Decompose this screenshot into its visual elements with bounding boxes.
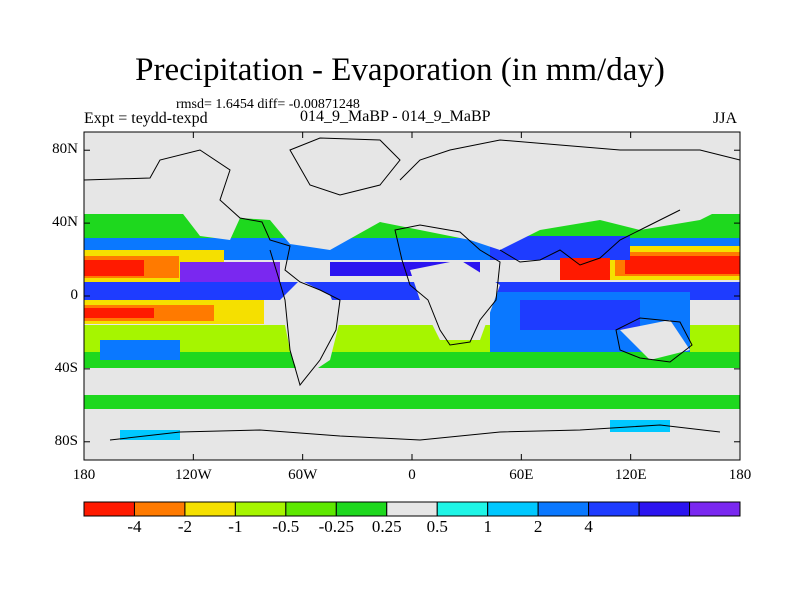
- field-south-pacific-red: [84, 308, 154, 318]
- field-africa: [410, 260, 500, 340]
- colorbar-label: -1: [228, 517, 243, 536]
- field-west-pacific-red: [84, 260, 144, 276]
- y-tick-label: 0: [70, 287, 79, 303]
- colorbar-swatch: [638, 501, 691, 517]
- colorbar-swatch: [184, 501, 236, 517]
- field-south-pacific-blue: [100, 340, 180, 360]
- colorbar-swatch: [83, 501, 135, 517]
- x-tick-label: 120E: [614, 467, 647, 483]
- americas-coastline: [83, 149, 341, 387]
- colorbar-label: 2: [533, 517, 543, 536]
- y-tick-label: 80S: [54, 432, 78, 449]
- field-purple-core: [180, 262, 280, 282]
- field-antarctica: [84, 440, 740, 460]
- y-tick-label: 40N: [52, 214, 78, 231]
- colorbar-label: 4: [584, 517, 593, 536]
- colorbar-swatch: [588, 501, 640, 517]
- colorbar-swatch: [133, 501, 186, 517]
- colorbar-swatch: [285, 501, 337, 517]
- x-tick-label: 0: [408, 467, 416, 483]
- africa-coastline: [394, 224, 501, 346]
- colorbar-swatch: [487, 501, 539, 517]
- field-east-pacific-red: [625, 256, 740, 274]
- colorbar-label: -2: [177, 517, 192, 536]
- asia-south-coastline: [499, 209, 681, 266]
- colorbar-label: -0.25: [318, 517, 354, 536]
- australia-coastline: [615, 317, 693, 363]
- stats-text: rmsd= 1.6454 diff= -0.00871248: [176, 97, 360, 112]
- field-south-america: [280, 280, 340, 380]
- colorbar: [83, 501, 741, 517]
- x-tick-label: 60E: [509, 467, 534, 483]
- field-sh-green-band: [84, 352, 740, 368]
- y-axis-ticks: [84, 149, 740, 443]
- season-label: JJA: [713, 110, 738, 127]
- colorbar-label: 1: [483, 517, 492, 536]
- colorbar-swatch: [386, 501, 438, 517]
- field-indian-ocean-core: [520, 300, 640, 330]
- coastlines: [83, 137, 741, 441]
- y-tick-label: 80N: [52, 141, 78, 158]
- x-tick-label: 120W: [174, 467, 212, 483]
- field-greenland: [290, 138, 400, 190]
- x-axis-ticks: [83, 132, 741, 460]
- field-asia-red-patch: [560, 258, 610, 280]
- map-field: [84, 132, 740, 460]
- colorbar-label: -0.5: [272, 517, 300, 536]
- eurasia-north-coastline: [399, 139, 741, 181]
- x-tick-label: 180: [72, 467, 96, 483]
- colorbar-swatch: [234, 501, 287, 517]
- field-northern-land: [84, 140, 740, 250]
- colorbar-label: 0.5: [426, 517, 448, 536]
- plot-title: Precipitation - Evaporation (in mm/day): [135, 52, 665, 88]
- colorbar-label: -4: [127, 517, 142, 536]
- colorbar-swatch: [335, 501, 388, 517]
- colorbar-swatch: [537, 501, 590, 517]
- field-southern-ocean-band: [84, 395, 740, 409]
- y-tick-label: 40S: [54, 359, 78, 376]
- colorbar-label: 0.25: [371, 517, 402, 536]
- x-tick-label: 180: [728, 467, 752, 483]
- colorbar-swatch: [436, 501, 489, 517]
- x-tick-label: 60W: [288, 467, 318, 483]
- antarctica-coastline: [109, 424, 721, 441]
- greenland-coastline: [289, 137, 401, 196]
- colorbar-swatch: [689, 501, 741, 517]
- field-australia: [620, 320, 690, 360]
- experiment-label: Expt = teydd-texpd: [84, 110, 208, 127]
- center-label: 014_9_MaBP - 014_9_MaBP: [300, 108, 491, 125]
